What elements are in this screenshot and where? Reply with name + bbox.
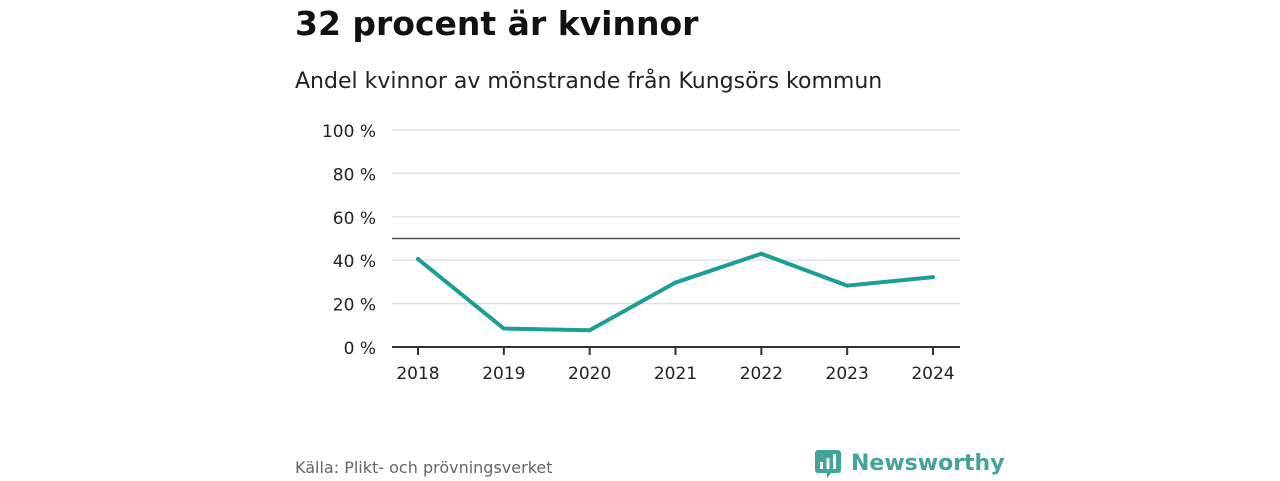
x-tick-label: 2021 bbox=[654, 364, 697, 384]
x-tick-label: 2024 bbox=[911, 364, 954, 384]
line-chart: 0 % 20 % 40 % 60 % 80 % 100 % 2018 2019 2020 202… bbox=[322, 122, 960, 384]
x-tick-label: 2018 bbox=[396, 364, 439, 384]
data-point bbox=[931, 275, 935, 280]
x-tick-label: 2023 bbox=[826, 364, 869, 384]
y-tick-label: 60 % bbox=[333, 209, 376, 229]
data-point bbox=[587, 328, 592, 333]
source-note: Källa: Plikt- och prövningsverket bbox=[295, 458, 553, 477]
brand-logo: Newsworthy bbox=[815, 447, 1005, 481]
x-tick-label: 2019 bbox=[482, 364, 525, 384]
brand-name: Newsworthy bbox=[851, 451, 1005, 476]
gridlines bbox=[392, 129, 960, 305]
series-line bbox=[416, 251, 935, 333]
y-tick-label: 100 % bbox=[322, 122, 376, 142]
x-axis-tick-labels: 2018 2019 2020 2021 2022 2023 2024 bbox=[396, 364, 954, 384]
chart-title: 32 procent är kvinnor bbox=[295, 4, 699, 43]
data-point bbox=[416, 257, 420, 262]
x-tick-label: 2020 bbox=[568, 364, 611, 384]
y-tick-label: 80 % bbox=[333, 165, 376, 185]
y-tick-label: 20 % bbox=[333, 296, 376, 316]
y-tick-label: 0 % bbox=[344, 339, 376, 359]
data-point bbox=[673, 280, 678, 285]
x-axis bbox=[392, 346, 960, 355]
chart-subtitle: Andel kvinnor av mönstrande från Kungsör… bbox=[295, 69, 883, 94]
y-axis-tick-labels: 0 % 20 % 40 % 60 % 80 % 100 % bbox=[322, 122, 376, 359]
x-tick-label: 2022 bbox=[740, 364, 783, 384]
data-point bbox=[759, 251, 764, 256]
y-tick-label: 40 % bbox=[333, 252, 376, 272]
data-series bbox=[416, 251, 935, 333]
data-point bbox=[845, 283, 850, 288]
newsworthy-logo-icon bbox=[815, 450, 841, 478]
data-point bbox=[501, 326, 506, 331]
